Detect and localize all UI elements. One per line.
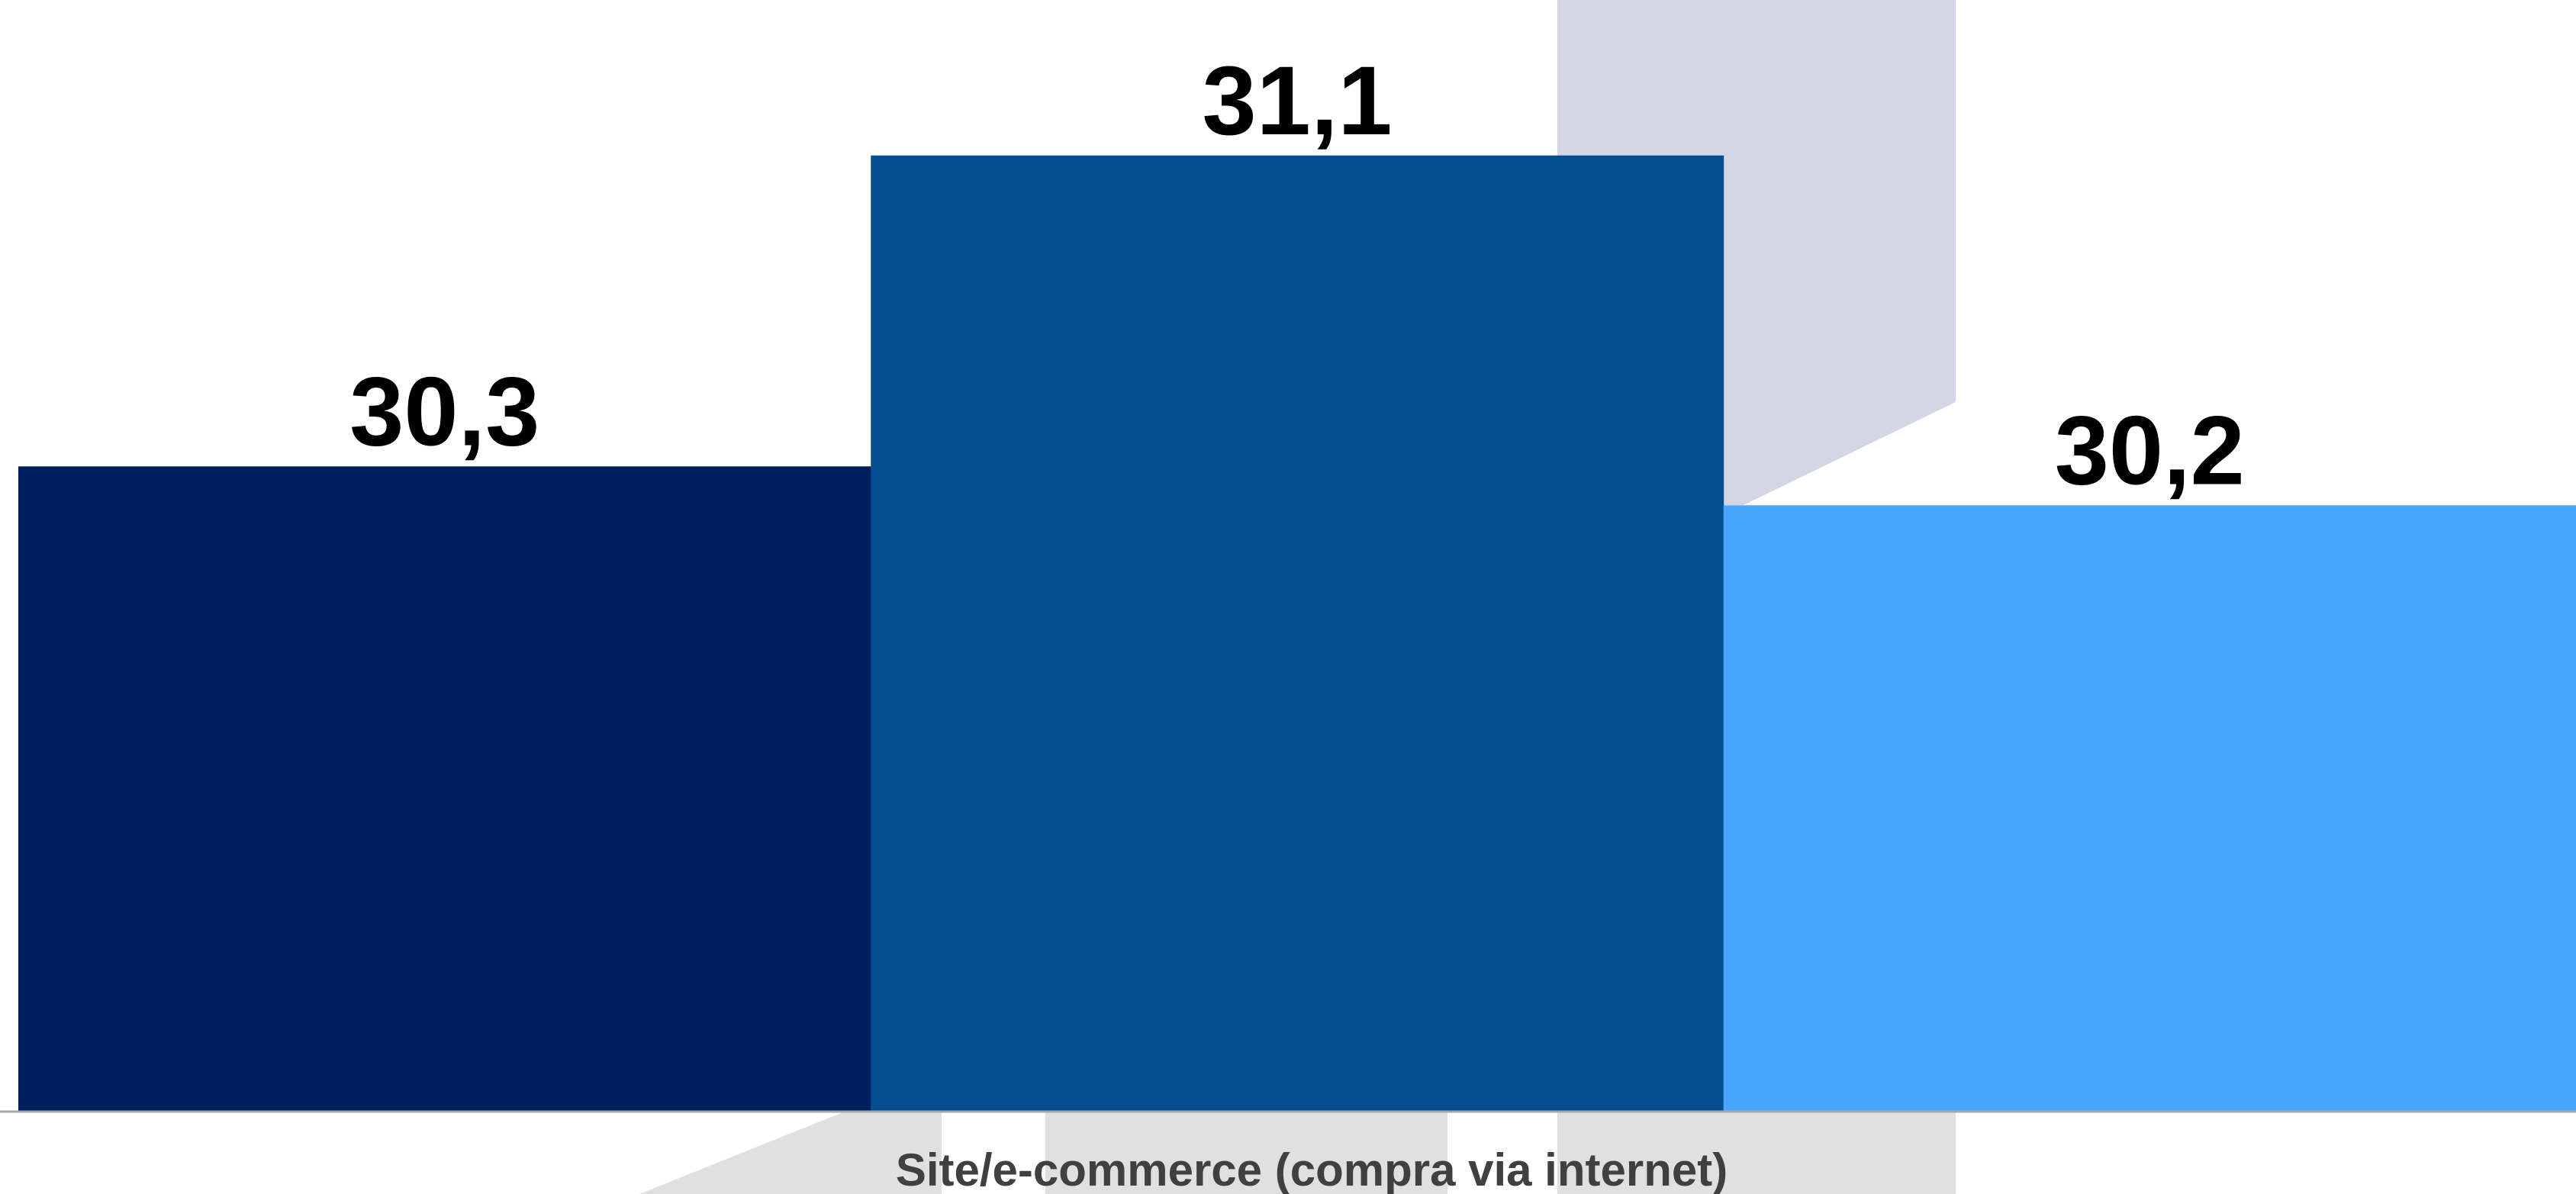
bars — [18, 155, 2576, 1112]
decor-gray-bottom-left — [639, 1110, 942, 1194]
bar-2 — [871, 155, 1724, 1112]
bar-3 — [1723, 505, 2576, 1112]
decor-gray-bottom-mid — [1045, 1110, 1447, 1194]
bar-1 — [18, 466, 871, 1112]
value-label-3: 30,2 — [2055, 396, 2245, 505]
value-label-1: 30,3 — [349, 357, 539, 466]
value-labels: 30,3 31,1 30,2 — [349, 47, 2245, 505]
category-label: Site/e-commerce (compra via internet) — [896, 1144, 1728, 1194]
value-label-2: 31,1 — [1202, 47, 1392, 156]
